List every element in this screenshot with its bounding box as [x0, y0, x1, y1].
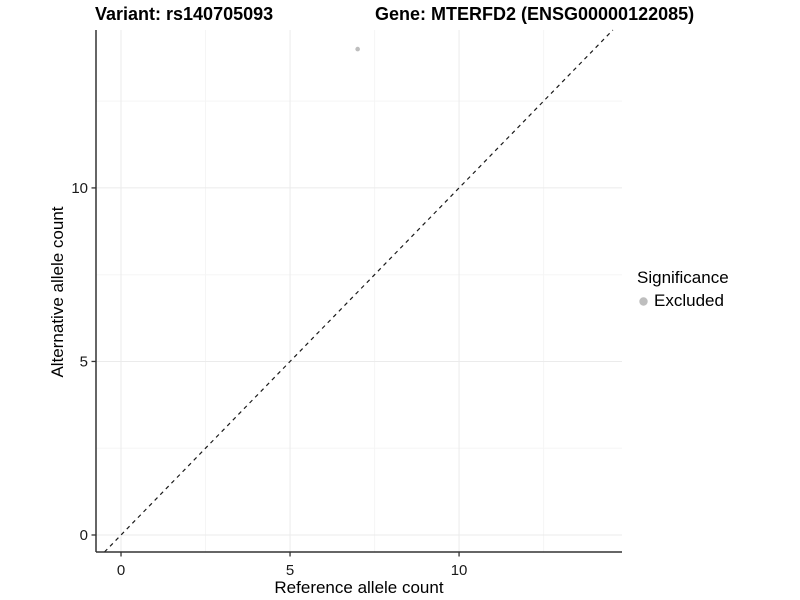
- x-tick-label: 10: [451, 562, 468, 579]
- legend-item-excluded: Excluded: [637, 291, 729, 311]
- x-axis-title: Reference allele count: [274, 578, 444, 597]
- y-tick-label: 5: [80, 353, 88, 370]
- data-point: [355, 46, 360, 52]
- legend-key-dot: [639, 296, 648, 306]
- legend-item-label: Excluded: [654, 291, 724, 310]
- x-tick-label: 5: [286, 562, 294, 579]
- x-tick-label: 0: [117, 562, 125, 579]
- y-axis-title: Alternative allele count: [48, 206, 67, 378]
- plot-title-gene: Gene: MTERFD2 (ENSG00000122085): [375, 4, 695, 24]
- y-tick-label: 10: [71, 180, 88, 197]
- y-tick-label: 0: [80, 527, 88, 544]
- identity-line: [104, 29, 614, 553]
- legend-title: Significance: [637, 268, 729, 287]
- legend: Significance Excluded: [637, 268, 729, 311]
- plot-title-variant: Variant: rs140705093: [95, 4, 274, 24]
